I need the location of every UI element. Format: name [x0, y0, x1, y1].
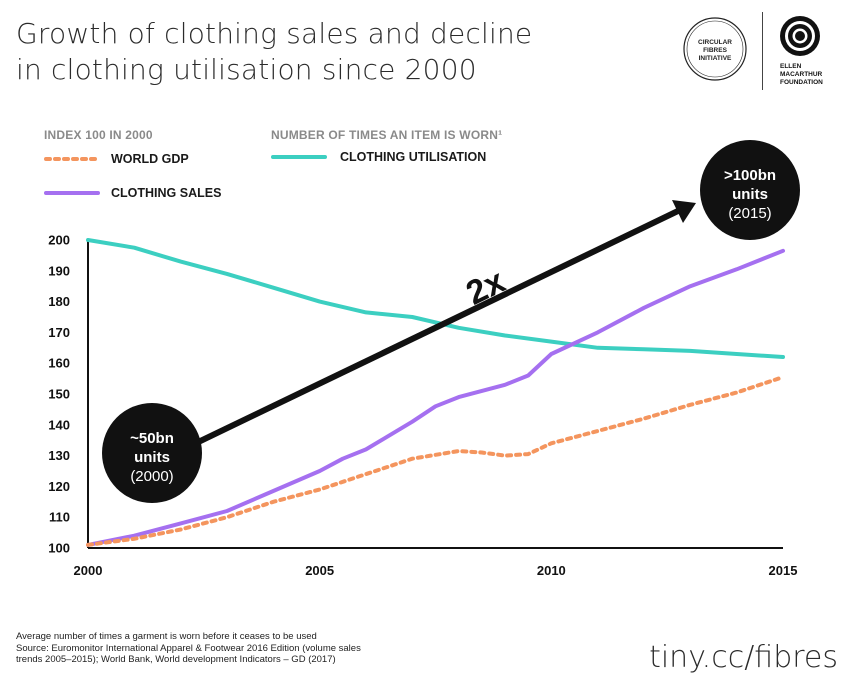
title-line-1: Growth of clothing sales and decline: [16, 17, 533, 50]
legend-swatch-utilisation: [271, 155, 327, 159]
logo-divider: [762, 12, 763, 90]
cfi-logo-text-3: INITIATIVE: [699, 55, 732, 62]
cfi-logo-text-1: CIRCULAR: [698, 39, 732, 46]
source-line-1: Source: Euromonitor International Appare…: [16, 642, 361, 654]
emf-logo-text-3: FOUNDATION: [780, 79, 823, 86]
legend-label-gdp: WORLD GDP: [111, 152, 189, 166]
y-tick-label: 120: [48, 479, 70, 494]
y-tick-label: 170: [48, 325, 70, 340]
x-tick-label: 2010: [537, 563, 566, 578]
footnote-line-1: Average number of times a garment is wor…: [16, 631, 317, 642]
y-tick-label: 100: [48, 541, 70, 556]
x-tick-label: 2005: [305, 563, 334, 578]
arrow-label-2x: 2x: [460, 262, 511, 313]
y-tick-label: 190: [48, 263, 70, 278]
legend-label-sales: CLOTHING SALES: [111, 186, 222, 200]
growth-arrow-head: [672, 200, 696, 223]
source-line-2: trends 2005–2015); World Bank, World dev…: [16, 654, 336, 665]
end-bubble-value: >100bn: [724, 167, 776, 184]
start-bubble-circle: [102, 403, 202, 503]
x-tick-label: 2000: [74, 563, 103, 578]
circular-fibres-initiative-logo: CIRCULAR FIBRES INITIATIVE: [683, 17, 747, 81]
y-tick-label: 180: [48, 294, 70, 309]
legend-swatch-sales: [44, 191, 100, 195]
start-bubble-unit: units: [134, 449, 170, 466]
y-tick-label: 130: [48, 448, 70, 463]
series-line-clothing-utilisation: [86, 238, 785, 359]
end-bubble-unit: units: [732, 186, 768, 203]
y-tick-label: 150: [48, 387, 70, 402]
chart-title: Growth of clothing sales and decline in …: [16, 16, 616, 88]
ellen-macarthur-foundation-logo: ELLEN MACARTHUR FOUNDATION: [780, 16, 823, 86]
y-tick-label: 200: [48, 233, 70, 248]
end-bubble-year: (2015): [728, 205, 771, 222]
start-bubble-value: ~50bn: [130, 430, 174, 447]
y-tick-label: 110: [49, 510, 70, 525]
legend-heading-times-worn: NUMBER OF TIMES AN ITEM IS WORN¹: [271, 128, 503, 142]
legend-heading-index: INDEX 100 IN 2000: [44, 128, 153, 142]
title-line-2: in clothing utilisation since 2000: [16, 53, 477, 86]
short-url: tiny.cc/fibres: [649, 640, 838, 675]
legend-label-utilisation: CLOTHING UTILISATION: [340, 150, 487, 164]
emf-logo-text-1: ELLEN: [780, 63, 802, 70]
y-tick-label: 140: [48, 417, 70, 432]
x-tick-label: 2015: [769, 563, 798, 578]
series-line-clothing-sales: [86, 248, 785, 547]
y-tick-label: 160: [48, 356, 70, 371]
series-line-world-gdp: [86, 375, 785, 547]
cfi-logo-text-2: FIBRES: [703, 47, 728, 54]
growth-arrow-shaft: [188, 207, 682, 449]
footnote: Average number of times a garment is wor…: [16, 631, 436, 666]
legend-swatch-gdp: [44, 157, 100, 161]
end-bubble-circle: [700, 140, 800, 240]
start-bubble-year: (2000): [130, 468, 173, 485]
emf-logo-text-2: MACARTHUR: [780, 71, 823, 78]
